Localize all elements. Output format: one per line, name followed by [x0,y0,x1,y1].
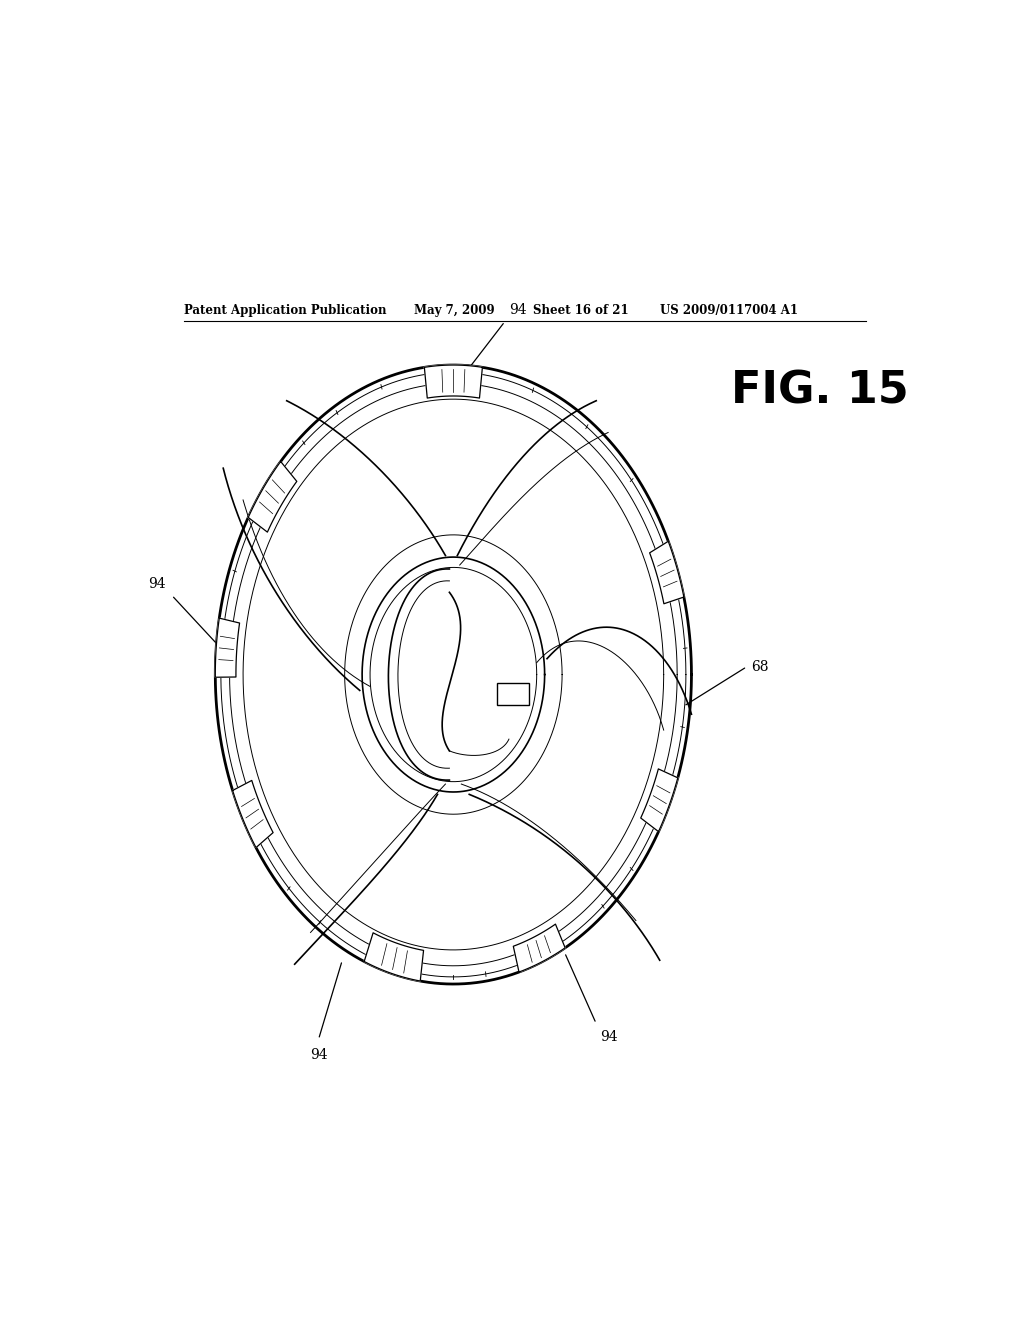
Text: May 7, 2009: May 7, 2009 [414,304,495,317]
Text: 94: 94 [310,1048,328,1061]
Polygon shape [513,924,565,972]
Text: 94: 94 [600,1030,617,1044]
Text: US 2009/0117004 A1: US 2009/0117004 A1 [659,304,798,317]
Text: 94: 94 [509,304,526,317]
Polygon shape [641,768,678,832]
Text: Patent Application Publication: Patent Application Publication [183,304,386,317]
Polygon shape [248,462,297,532]
Text: Sheet 16 of 21: Sheet 16 of 21 [532,304,629,317]
Text: 94: 94 [147,577,166,591]
Polygon shape [424,366,482,399]
Text: FIG. 15: FIG. 15 [731,370,909,412]
Text: 68: 68 [751,660,768,673]
Polygon shape [215,618,240,677]
Polygon shape [232,780,273,847]
Polygon shape [365,933,424,981]
Polygon shape [649,541,684,603]
Bar [497,684,528,705]
